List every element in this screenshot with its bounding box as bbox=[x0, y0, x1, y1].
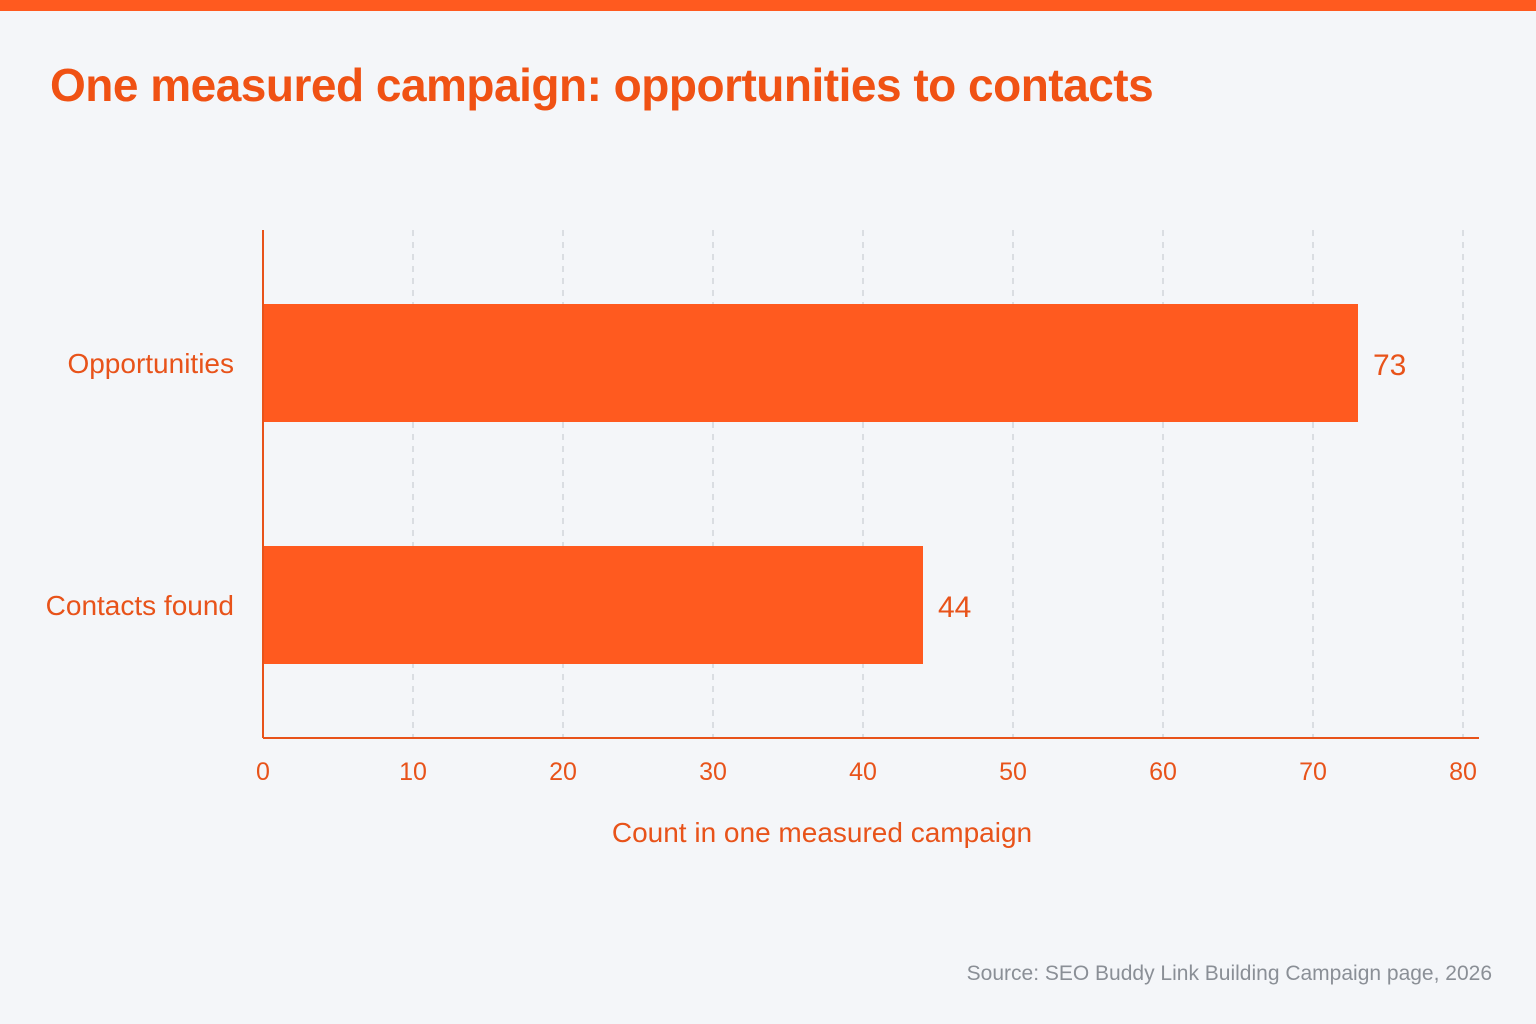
category-label-contacts-found: Contacts found bbox=[46, 590, 234, 621]
chart-title: One measured campaign: opportunities to … bbox=[50, 59, 1154, 111]
x-tick-label-10: 10 bbox=[399, 758, 427, 786]
x-tick-labels: 0 10 20 30 40 50 60 70 80 bbox=[256, 758, 1477, 786]
category-labels: Opportunities Contacts found bbox=[46, 348, 234, 621]
bar-opportunities bbox=[263, 304, 1358, 422]
x-tick-label-30: 30 bbox=[699, 758, 727, 786]
value-labels: 73 44 bbox=[938, 349, 1406, 624]
category-label-opportunities: Opportunities bbox=[67, 348, 234, 379]
x-axis-title: Count in one measured campaign bbox=[612, 817, 1032, 848]
value-label-contacts-found: 44 bbox=[938, 591, 971, 624]
bars bbox=[263, 304, 1358, 664]
x-tick-label-0: 0 bbox=[256, 758, 270, 786]
x-tick-label-60: 60 bbox=[1149, 758, 1177, 786]
x-tick-label-70: 70 bbox=[1299, 758, 1327, 786]
x-tick-label-40: 40 bbox=[849, 758, 877, 786]
top-accent-bar bbox=[0, 0, 1536, 11]
value-label-opportunities: 73 bbox=[1373, 349, 1406, 382]
x-tick-label-20: 20 bbox=[549, 758, 577, 786]
x-tick-label-50: 50 bbox=[999, 758, 1027, 786]
source-note: Source: SEO Buddy Link Building Campaign… bbox=[966, 962, 1492, 985]
x-tick-label-80: 80 bbox=[1449, 758, 1477, 786]
bar-contacts-found bbox=[263, 546, 923, 664]
